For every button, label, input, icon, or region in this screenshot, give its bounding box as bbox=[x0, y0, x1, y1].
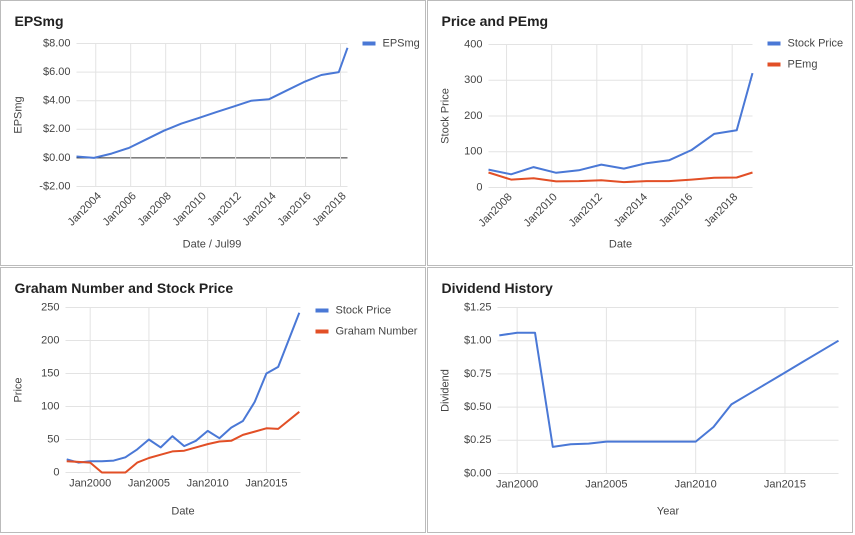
legend-swatch bbox=[362, 41, 376, 46]
y-tick-label: 0 bbox=[476, 181, 482, 193]
series-line bbox=[66, 312, 301, 464]
series-line bbox=[488, 72, 754, 176]
legend-label: Graham Number bbox=[336, 325, 418, 337]
x-tick-label: Jan2000 bbox=[69, 477, 111, 489]
y-tick-label: $0.00 bbox=[43, 152, 71, 164]
y-axis-label: EPSmg bbox=[12, 96, 24, 133]
x-axis-label: Date bbox=[609, 238, 632, 250]
x-axis-label: Date / Jul99 bbox=[183, 238, 242, 250]
x-tick-label: Jan2005 bbox=[128, 477, 170, 489]
legend-swatch bbox=[767, 41, 781, 46]
chart-panel: Dividend History $0.00 $0.25 $0.50 $0.75 $1.0… bbox=[427, 267, 853, 533]
legend-label: Stock Price bbox=[336, 304, 392, 316]
y-axis-label: Price bbox=[12, 377, 24, 402]
x-tick-label: Jan2010 bbox=[675, 478, 717, 490]
legend-label: EPSmg bbox=[383, 37, 420, 49]
series-line bbox=[66, 411, 300, 474]
y-tick-label: 50 bbox=[47, 433, 59, 445]
panel-border bbox=[427, 267, 853, 533]
series-line bbox=[499, 331, 840, 448]
y-tick-label: 400 bbox=[464, 38, 482, 50]
x-tick-label: Jan2010 bbox=[187, 477, 229, 489]
y-tick-label: $0.00 bbox=[464, 467, 492, 479]
y-tick-label: $0.75 bbox=[464, 368, 492, 380]
legend-swatch bbox=[315, 308, 329, 313]
y-axis-label: Stock Price bbox=[439, 88, 451, 144]
y-tick-label: 100 bbox=[464, 146, 482, 158]
chart-panel: Graham Number and Stock Price 0 50 100 150 20… bbox=[0, 267, 426, 533]
y-tick-label: $2.00 bbox=[43, 123, 71, 135]
y-tick-label: $0.25 bbox=[464, 434, 492, 446]
y-tick-label: 200 bbox=[41, 334, 59, 346]
y-tick-label: $8.00 bbox=[43, 37, 71, 49]
legend-swatch bbox=[315, 329, 329, 334]
chart-title: Dividend History bbox=[442, 280, 553, 296]
panel-border bbox=[0, 267, 426, 533]
x-tick-label: Jan2000 bbox=[496, 478, 538, 490]
y-tick-label: 250 bbox=[41, 301, 59, 313]
legend-label: PEmg bbox=[788, 58, 818, 70]
y-tick-label: $4.00 bbox=[43, 95, 71, 107]
y-tick-label: 200 bbox=[464, 110, 482, 122]
y-tick-label: 150 bbox=[41, 367, 59, 379]
y-tick-label: 100 bbox=[41, 400, 59, 412]
x-tick-label: Jan2005 bbox=[585, 478, 627, 490]
legend-swatch bbox=[767, 62, 781, 67]
x-axis-label: Date bbox=[171, 505, 194, 517]
y-tick-label: 300 bbox=[464, 74, 482, 86]
chart-title: EPSmg bbox=[15, 13, 64, 29]
panel-border bbox=[0, 0, 426, 266]
x-tick-label: Jan2015 bbox=[764, 478, 806, 490]
x-tick-label: Jan2015 bbox=[245, 477, 287, 489]
y-tick-label: $1.25 bbox=[464, 301, 492, 313]
series-line bbox=[488, 171, 753, 184]
chart-title: Price and PEmg bbox=[442, 13, 549, 29]
y-tick-label: $1.00 bbox=[464, 335, 492, 347]
y-tick-label: $0.50 bbox=[464, 401, 492, 413]
series-line bbox=[76, 47, 349, 159]
y-tick-label: 0 bbox=[53, 466, 59, 478]
legend-label: Stock Price bbox=[788, 37, 844, 49]
x-axis-label: Year bbox=[657, 505, 680, 517]
chart-title: Graham Number and Stock Price bbox=[15, 280, 234, 296]
y-axis-label: Dividend bbox=[439, 369, 451, 412]
y-tick-label: -$2.00 bbox=[39, 180, 70, 192]
chart-panel: EPSmg-$2.00$0.00$2.00$4.00$6.00$8.00Jan2… bbox=[0, 0, 426, 266]
y-tick-label: $6.00 bbox=[43, 66, 71, 78]
